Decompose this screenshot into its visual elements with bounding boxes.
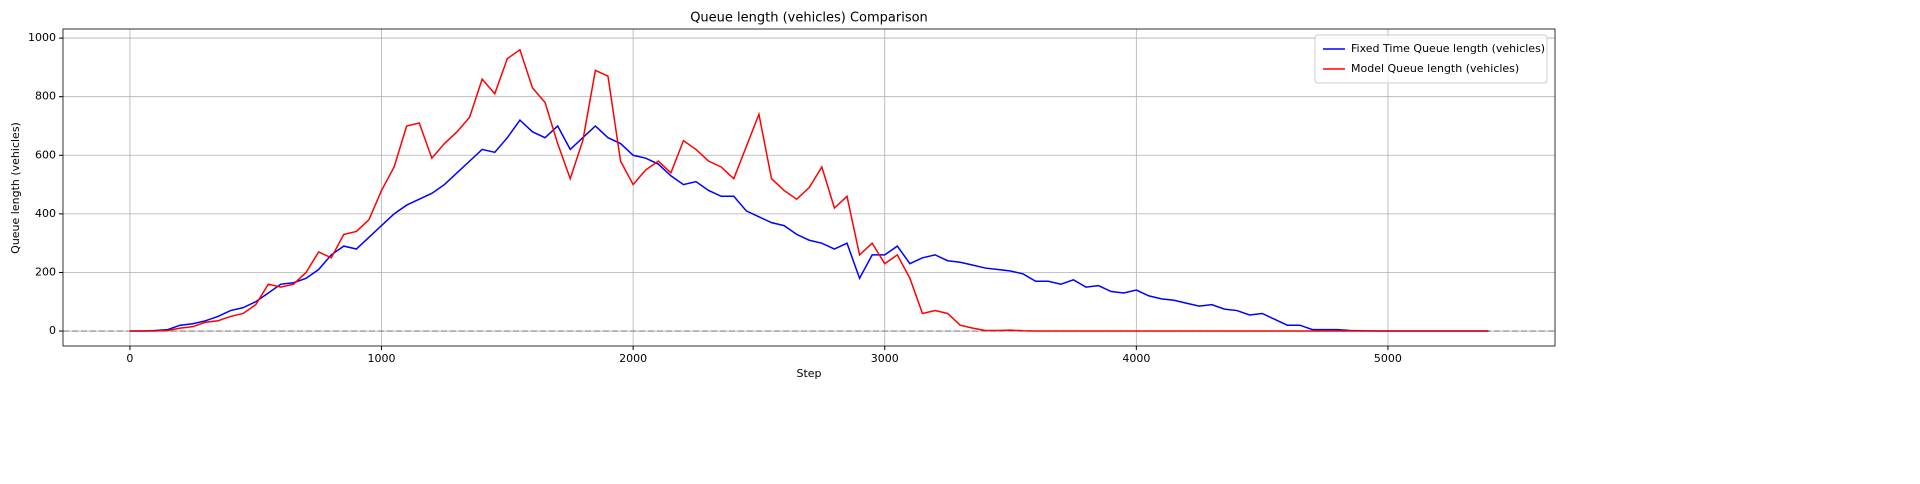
y-tick-label: 800	[35, 90, 56, 103]
y-tick-label: 1000	[28, 31, 56, 44]
x-tick-label: 1000	[368, 352, 396, 365]
x-tick-label: 3000	[871, 352, 899, 365]
plot-frame	[62, 28, 1556, 347]
series-line	[129, 48, 1489, 332]
y-axis-label: Queue length (vehicles)	[9, 122, 22, 254]
y-tick-label: 0	[49, 324, 56, 337]
y-tick-label: 600	[35, 148, 56, 161]
series-line	[129, 118, 1489, 332]
x-tick-label: 0	[126, 352, 133, 365]
legend-label: Model Queue length (vehicles)	[1351, 62, 1519, 75]
chart-title: Queue length (vehicles) Comparison	[690, 11, 928, 26]
x-tick-label: 2000	[619, 352, 647, 365]
legend-label: Fixed Time Queue length (vehicles)	[1351, 42, 1545, 55]
y-tick-label: 200	[35, 265, 56, 278]
x-tick-label: 5000	[1374, 352, 1402, 365]
legend-box	[1314, 34, 1548, 84]
y-tick-label: 400	[35, 207, 56, 220]
x-axis-label: Step	[796, 367, 821, 380]
x-tick-label: 4000	[1122, 352, 1150, 365]
